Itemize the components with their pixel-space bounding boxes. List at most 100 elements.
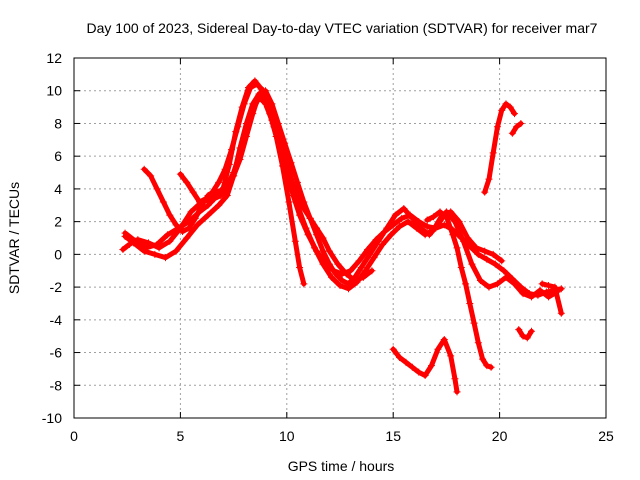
y-tick-label: -4 (50, 312, 63, 328)
data-point (319, 247, 327, 255)
data-point (408, 214, 416, 222)
series-trace (122, 88, 560, 300)
data-point (166, 211, 174, 219)
data-point (338, 277, 346, 285)
data-point (400, 205, 408, 213)
x-tick-label: 5 (177, 428, 185, 444)
data-point (359, 273, 367, 281)
y-tick-label: 12 (46, 50, 62, 66)
y-tick-label: -6 (50, 345, 63, 361)
data-point (285, 198, 293, 206)
data-point (325, 247, 333, 255)
data-point (351, 273, 359, 281)
data-point (164, 231, 172, 239)
data-point (140, 165, 148, 173)
x-axis-title: GPS time / hours (288, 458, 395, 474)
data-point (528, 327, 536, 335)
data-point (538, 280, 546, 288)
data-point (404, 218, 412, 226)
data-point (481, 247, 489, 255)
series-trace (390, 337, 460, 395)
data-point (183, 178, 191, 186)
chart-title: Day 100 of 2023, Sidereal Day-to-day VTE… (87, 20, 598, 36)
data-point (325, 260, 333, 268)
data-point (234, 123, 242, 131)
data-point (398, 214, 406, 222)
axis-ticks (73, 57, 607, 419)
data-point (185, 224, 193, 232)
data-point (189, 188, 197, 196)
y-tick-label: 4 (54, 181, 62, 197)
data-point (510, 280, 518, 288)
data-point (306, 214, 314, 222)
data-point (449, 231, 457, 239)
data-point (327, 273, 335, 281)
data-point (508, 129, 516, 137)
data-point (417, 224, 425, 232)
y-tick-label: 8 (54, 115, 62, 131)
data-point (174, 224, 182, 232)
data-point (510, 110, 518, 118)
data-point (159, 198, 167, 206)
data-point (204, 201, 212, 209)
x-tick-label: 15 (385, 428, 401, 444)
data-point (162, 254, 170, 262)
data-point (193, 221, 201, 229)
data-point (291, 237, 299, 245)
data-point (498, 257, 506, 265)
data-point (345, 280, 353, 288)
data-point (347, 267, 355, 275)
data-point (557, 285, 565, 293)
data-point (502, 273, 510, 281)
data-point (396, 353, 404, 361)
data-point (319, 260, 327, 268)
data-point (370, 254, 378, 262)
data-point (274, 119, 282, 127)
data-point (227, 146, 235, 154)
data-point (513, 123, 521, 131)
y-tick-label: -8 (50, 377, 63, 393)
data-point (387, 231, 395, 239)
data-point (493, 280, 501, 288)
data-point (487, 363, 495, 371)
series-9 (508, 119, 525, 137)
data-point (459, 237, 467, 245)
data-point (151, 250, 159, 258)
data-point (457, 263, 465, 271)
data-point (183, 234, 191, 242)
data-point (502, 100, 510, 108)
data-point (519, 290, 527, 298)
data-point (436, 208, 444, 216)
data-point (545, 293, 553, 301)
data-point (342, 270, 350, 278)
data-point (423, 216, 431, 224)
data-point (519, 332, 527, 340)
y-tick-labels: 12 10 8 6 4 2 0 -2 -4 -6 -8 -10 (42, 50, 62, 426)
data-point (242, 133, 250, 141)
data-point (470, 319, 478, 327)
data-point (396, 223, 404, 231)
data-point (176, 170, 184, 178)
data-point (357, 263, 365, 271)
x-tick-label: 20 (492, 428, 508, 444)
data-point (500, 267, 508, 275)
data-point (483, 255, 491, 263)
data-point (383, 224, 391, 232)
data-point (551, 283, 559, 291)
data-point (528, 293, 536, 301)
data-point (236, 155, 244, 163)
grid-lines (74, 58, 606, 418)
data-point (172, 247, 180, 255)
data-point (442, 213, 450, 221)
series-10 (515, 326, 536, 342)
y-tick-label: 2 (54, 214, 62, 230)
data-point (313, 231, 321, 239)
y-tick-label: -10 (42, 410, 62, 426)
data-point (468, 260, 476, 268)
data-point (430, 213, 438, 221)
data-point (474, 250, 482, 258)
data-point (287, 175, 295, 183)
data-point (434, 345, 442, 353)
data-point (185, 218, 193, 226)
